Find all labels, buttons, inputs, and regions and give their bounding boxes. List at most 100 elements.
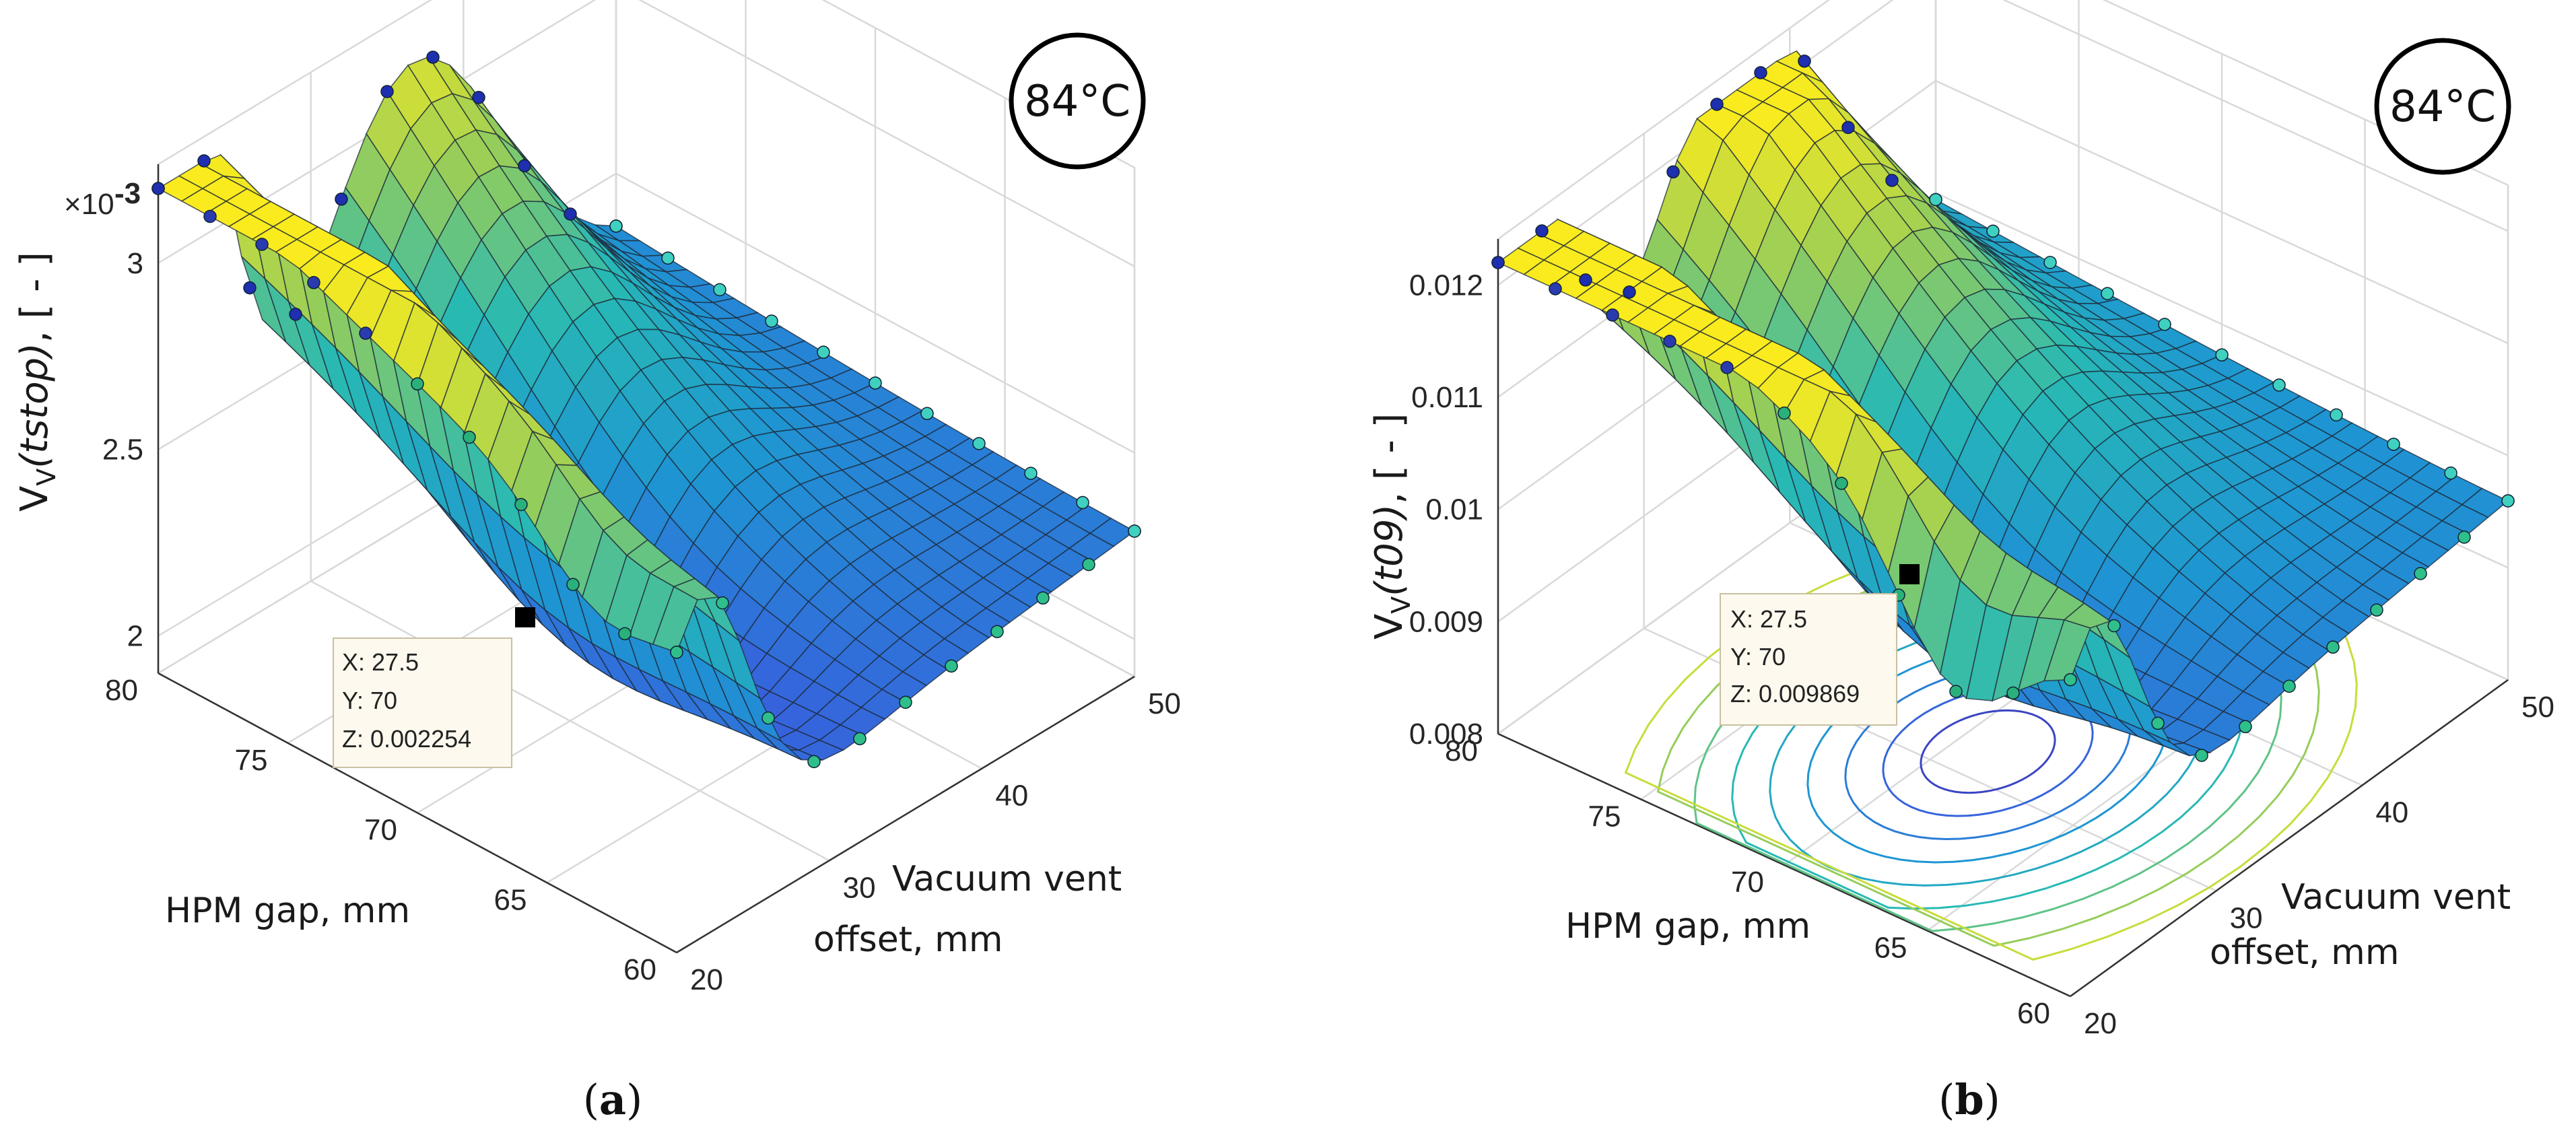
sample-point: [463, 430, 476, 444]
sample-point: [853, 732, 867, 746]
sample-point: [2414, 567, 2427, 580]
sample-point: [2064, 673, 2077, 687]
y-tick-label: 80: [1445, 734, 1478, 767]
sample-point: [1754, 66, 1767, 79]
sample-point: [2043, 256, 2057, 269]
sample-point: [1076, 495, 1089, 510]
panel-b-sample-points: [1491, 55, 2515, 762]
x-tick-label: 40: [995, 780, 1028, 813]
sample-point: [1798, 55, 1811, 68]
panel-a: ×10 -3 22.53 VV(tstop), [ - ] 6065707580…: [13, 0, 1181, 1124]
contour-line: [1920, 709, 2056, 794]
y-tick-label: 70: [364, 814, 397, 847]
panel-b-z-ticks: 0.008 0.009 0.01 0.011 0.012: [1409, 269, 1483, 751]
sample-point: [945, 659, 958, 673]
caption-b: (b): [1938, 1075, 2000, 1124]
y-axis-label: HPM gap, mm: [1565, 906, 1810, 946]
z-tick-label: 0.012: [1409, 269, 1483, 302]
sample-point: [1986, 224, 2000, 238]
sample-point: [713, 283, 726, 297]
z-exponent-power: -3: [114, 177, 141, 210]
panel-a-x-ticks: 20 30 40 50: [690, 687, 1181, 996]
sample-point: [1549, 282, 1562, 296]
sample-point: [472, 90, 485, 104]
sample-point: [972, 437, 986, 450]
caption-a: (a): [583, 1075, 643, 1124]
sample-point: [1841, 120, 1855, 135]
datatip[interactable]: X: 27.5 Y: 70 Z: 0.009869: [1720, 564, 1920, 726]
sample-point: [335, 193, 348, 206]
sample-point: [2282, 679, 2296, 693]
y-tick-label: 80: [105, 674, 138, 707]
y-tick-label: 65: [1874, 932, 1907, 965]
datatip-z: Z: 0.002254: [342, 725, 471, 753]
sample-point: [609, 219, 623, 233]
sample-point: [2326, 640, 2340, 654]
temperature-badge: 84°C: [2374, 38, 2511, 175]
datatip-y: Y: 70: [342, 687, 397, 714]
z-tick-label: 0.01: [1425, 493, 1483, 526]
datatip-x: X: 27.5: [1730, 605, 1807, 633]
sample-point: [1777, 406, 1791, 420]
sample-point: [1024, 467, 1038, 480]
sample-point: [1720, 361, 1734, 374]
x-axis-line: [676, 675, 1135, 954]
datatip[interactable]: X: 27.5 Y: 70 Z: 0.002254: [333, 607, 535, 768]
temperature-badge-ring: [2374, 38, 2511, 175]
surface-patch: [2043, 619, 2091, 682]
sample-point: [1623, 285, 1636, 299]
sample-point: [2215, 348, 2229, 361]
sample-point: [255, 238, 269, 251]
sample-point: [2444, 466, 2458, 480]
sample-point: [1606, 308, 1619, 322]
y-tick-label: 60: [2017, 997, 2050, 1030]
sample-point: [2107, 619, 2121, 633]
y-tick-label: 65: [494, 883, 527, 916]
sample-point: [514, 497, 528, 512]
y-tick-label: 60: [623, 953, 656, 986]
sample-point: [1835, 477, 1848, 490]
x-tick-label: 40: [2375, 796, 2408, 829]
sample-point: [380, 85, 394, 98]
sample-point: [2458, 530, 2471, 544]
datatip-z: Z: 0.009869: [1730, 680, 1860, 708]
z-tick-label: 0.011: [1411, 381, 1483, 414]
sample-point: [1082, 557, 1095, 572]
sample-point: [2006, 686, 2020, 700]
sample-point: [716, 596, 729, 610]
z-axis-label: VV(tstop), [ - ]: [13, 252, 61, 512]
grid-line: [158, 0, 1135, 267]
x-tick-label: 20: [2084, 1007, 2117, 1040]
sample-point: [869, 376, 882, 390]
sample-point: [2272, 378, 2286, 392]
grid-line: [1497, 192, 2509, 510]
z-axis-label: VV(t09), [ - ]: [1367, 413, 1416, 640]
sample-point: [289, 308, 302, 321]
sample-point: [761, 711, 775, 725]
datatip-box: [1720, 593, 1897, 726]
sample-point: [765, 314, 778, 328]
sample-point: [990, 625, 1004, 638]
sample-point: [1535, 224, 1549, 238]
z-tick-label: 3: [127, 247, 143, 280]
sample-point: [2330, 408, 2343, 422]
datatip-y: Y: 70: [1730, 643, 1786, 670]
panel-b-y-ticks: 60 65 70 75 80: [1445, 734, 2050, 1030]
x-tick-label: 50: [1148, 687, 1181, 720]
x-tick-label: 30: [843, 871, 876, 904]
sample-point: [518, 159, 531, 172]
sample-point: [2239, 720, 2252, 734]
sample-point: [426, 50, 440, 64]
x-axis-label-line1: Vacuum vent: [2281, 877, 2511, 918]
sample-point: [1663, 335, 1676, 348]
temperature-badge-ring: [1009, 32, 1146, 170]
sample-point: [566, 578, 580, 592]
sample-point: [1710, 98, 1724, 111]
surface-patch: [652, 586, 698, 653]
x-tick-label: 50: [2521, 691, 2554, 724]
x-tick-label: 20: [690, 963, 723, 996]
z-tick-label: 2.5: [102, 434, 143, 467]
sample-point: [2387, 438, 2400, 451]
sample-point: [2101, 287, 2114, 300]
